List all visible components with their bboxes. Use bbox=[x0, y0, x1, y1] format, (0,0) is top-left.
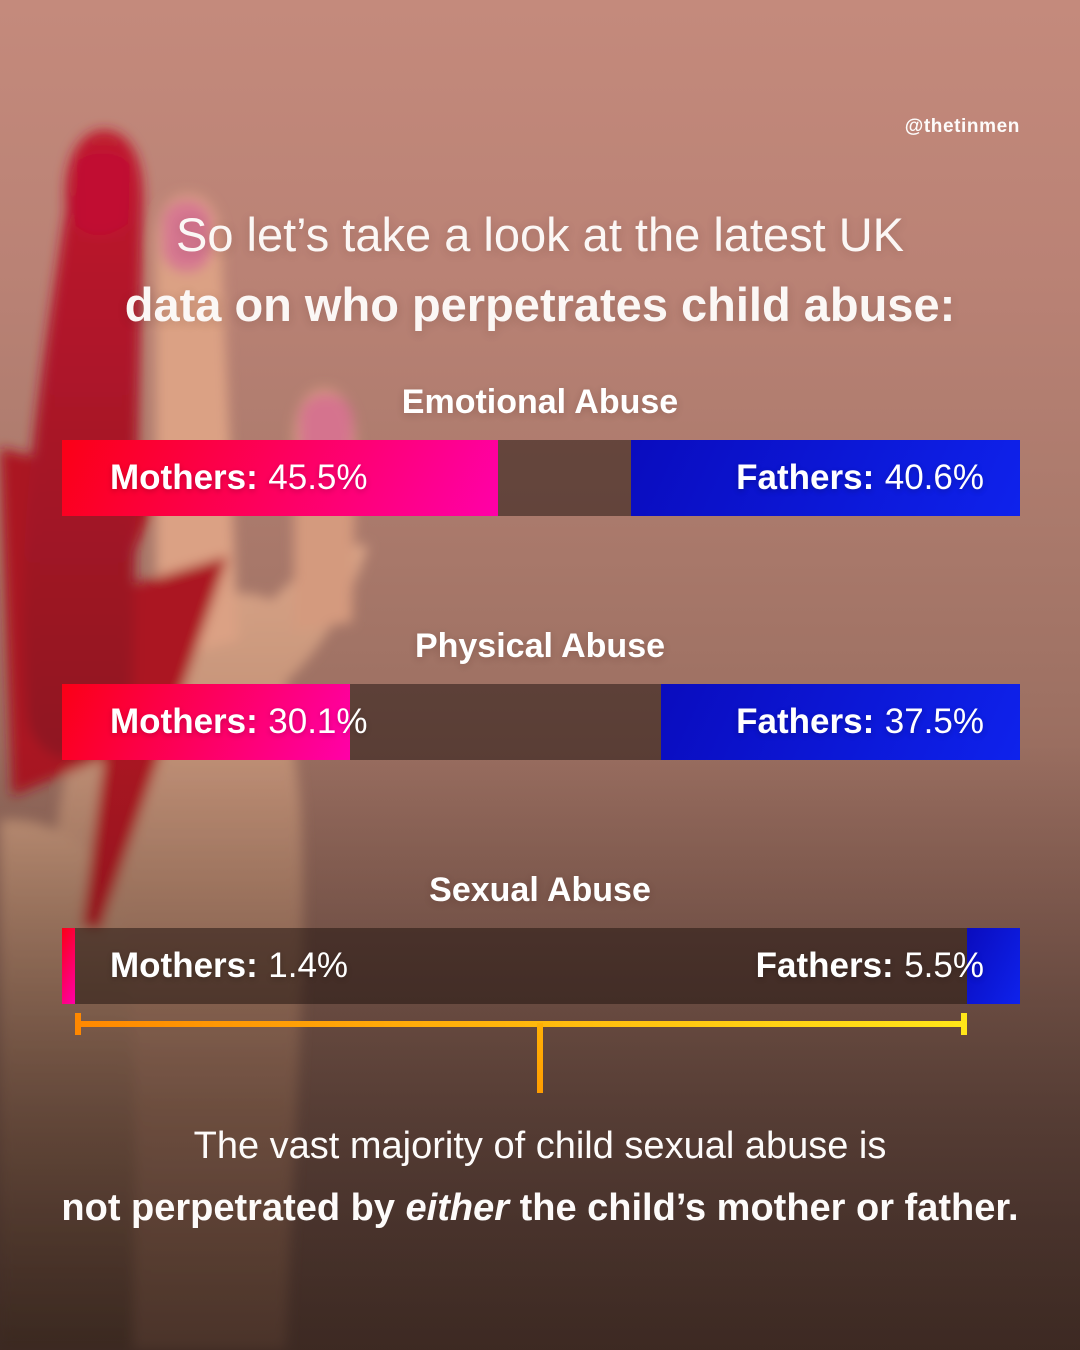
fathers-segment bbox=[967, 928, 1020, 1004]
bracket-pointer-line bbox=[537, 1023, 544, 1093]
footnote-line-2: not perpetrated by either the child’s mo… bbox=[61, 1187, 1019, 1229]
bar-emotional-abuse: Mothers: 45.5% Fathers: 40.6% bbox=[62, 440, 1020, 516]
bracket-line bbox=[75, 1021, 968, 1027]
author-handle: @thetinmen bbox=[904, 116, 1020, 137]
bar-physical-abuse: Mothers: 30.1% Fathers: 37.5% bbox=[62, 684, 1020, 760]
page-title: So let’s take a look at the latest UK da… bbox=[0, 200, 1080, 340]
mothers-bar-label: Mothers: 45.5% bbox=[110, 458, 368, 497]
section-sexual-abuse: Sexual Abuse Mothers: 1.4% Fathers: 5.5% bbox=[0, 868, 1080, 1004]
footnote-line-1: The vast majority of child sexual abuse … bbox=[193, 1125, 887, 1167]
footnote-emphasis: either bbox=[405, 1187, 510, 1229]
fathers-bar-label: Fathers: 37.5% bbox=[736, 702, 984, 741]
section-emotional-abuse: Emotional Abuse Mothers: 45.5% Fathers: 40… bbox=[0, 380, 1080, 516]
footnote: The vast majority of child sexual abuse … bbox=[0, 1115, 1080, 1239]
section-title: Sexual Abuse bbox=[429, 871, 651, 909]
bracket-row bbox=[62, 1012, 1020, 1094]
section-physical-abuse: Physical Abuse Mothers: 30.1% Fathers: 37.… bbox=[0, 624, 1080, 760]
bracket bbox=[75, 1012, 968, 1094]
mothers-bar-label: Mothers: 1.4% bbox=[110, 946, 349, 985]
mothers-segment bbox=[62, 684, 351, 760]
mothers-bar-label: Mothers: 30.1% bbox=[110, 702, 368, 741]
mothers-segment bbox=[62, 440, 498, 516]
mothers-segment bbox=[62, 928, 76, 1004]
bracket-right-tick bbox=[961, 1013, 968, 1035]
fathers-segment bbox=[631, 440, 1020, 516]
fathers-bar-label: Fathers: 5.5% bbox=[755, 946, 984, 985]
bar-sexual-abuse: Mothers: 1.4% Fathers: 5.5% bbox=[62, 928, 1020, 1004]
title-line-2: data on who perpetrates child abuse: bbox=[124, 278, 956, 331]
title-line-1: So let’s take a look at the latest UK bbox=[175, 208, 905, 261]
section-title: Emotional Abuse bbox=[401, 383, 679, 421]
section-title: Physical Abuse bbox=[414, 627, 666, 665]
fathers-bar-label: Fathers: 40.6% bbox=[736, 458, 984, 497]
fathers-segment bbox=[660, 684, 1020, 760]
